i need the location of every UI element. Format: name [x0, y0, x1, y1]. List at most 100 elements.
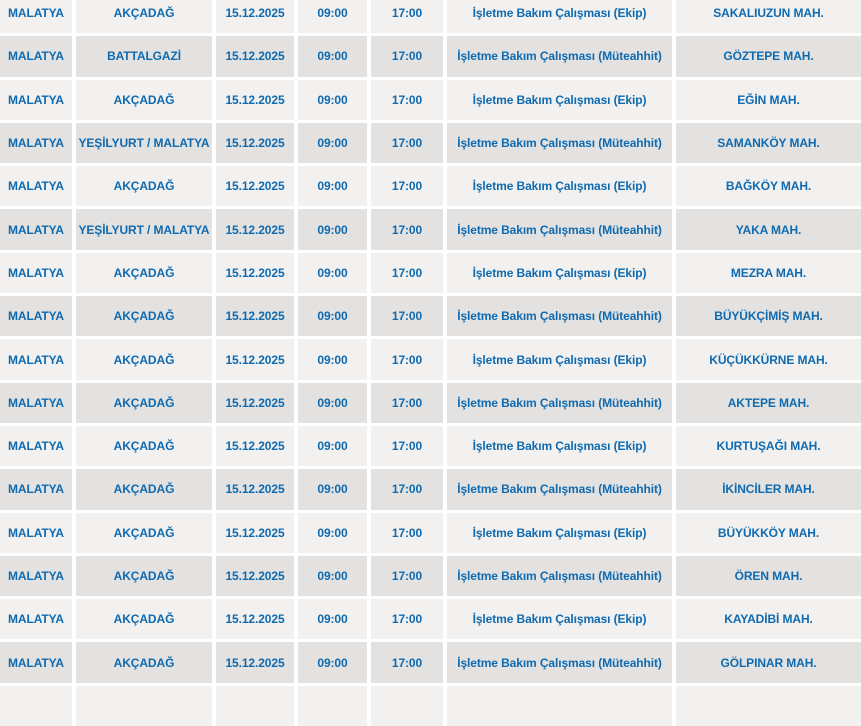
date-cell: 15.12.2025 — [212, 0, 294, 34]
end-time-cell: 17:00 — [367, 122, 443, 164]
date-cell: 15.12.2025 — [212, 209, 294, 250]
province-cell: MALATYA — [0, 469, 72, 510]
district-cell: AKÇADAĞ — [72, 166, 212, 207]
neighborhood-cell: BÜYÜKÇİMİŞ MAH. — [672, 296, 861, 337]
date-cell: 15.12.2025 — [212, 79, 294, 120]
end-time-cell: 17:00 — [367, 425, 443, 467]
table-row: MALATYA AKÇADAĞ 15.12.2025 09:00 17:00 İşletm… — [0, 596, 861, 640]
reason-cell: İşletme Bakım Çalışması (Müteahhit) — [443, 209, 672, 250]
province-cell: MALATYA — [0, 339, 72, 380]
start-time-cell: 09:00 — [294, 382, 367, 423]
reason-cell: İşletme Bakım Çalışması (Müteahhit) — [443, 469, 672, 510]
province-cell: MALATYA — [0, 209, 72, 250]
reason-cell: İşletme Bakım Çalışması (Müteahhit) — [443, 555, 672, 597]
province-cell: MALATYA — [0, 0, 72, 34]
reason-cell: İşletme Bakım Çalışması (Müteahhit) — [443, 122, 672, 164]
date-cell: 15.12.2025 — [212, 36, 294, 77]
date-cell: 15.12.2025 — [212, 122, 294, 164]
reason-cell: İşletme Bakım Çalışması (Ekip) — [443, 79, 672, 120]
end-time-cell: 17:00 — [367, 36, 443, 77]
province-cell: MALATYA — [0, 512, 72, 553]
start-time-cell: 09:00 — [294, 599, 367, 640]
date-cell: 15.12.2025 — [212, 512, 294, 553]
end-time-cell: 17:00 — [367, 166, 443, 207]
start-time-cell: 09:00 — [294, 642, 367, 683]
table-row: MALATYA AKÇADAĞ 15.12.2025 09:00 17:00 İşletm… — [0, 76, 861, 120]
neighborhood-cell: KÜÇÜKKÜRNE MAH. — [672, 339, 861, 380]
start-time-cell: 09:00 — [294, 36, 367, 77]
province-cell: MALATYA — [0, 79, 72, 120]
start-time-cell: 09:00 — [294, 555, 367, 597]
province-cell: MALATYA — [0, 555, 72, 597]
district-cell: YEŞİLYURT / MALATYA — [72, 209, 212, 250]
district-cell: AKÇADAĞ — [72, 252, 212, 294]
reason-cell: İşletme Bakım Çalışması (Ekip) — [443, 339, 672, 380]
end-time-cell: 17:00 — [367, 642, 443, 683]
neighborhood-cell: GÖZTEPE MAH. — [672, 36, 861, 77]
table-row: MALATYA AKÇADAĞ 15.12.2025 09:00 17:00 İşletm… — [0, 293, 861, 337]
table-row: MALATYA AKÇADAĞ 15.12.2025 09:00 17:00 İşletm… — [0, 0, 861, 34]
date-cell: 15.12.2025 — [212, 382, 294, 423]
date-cell: 15.12.2025 — [212, 469, 294, 510]
date-cell: 15.12.2025 — [212, 642, 294, 683]
district-cell: AKÇADAĞ — [72, 642, 212, 683]
end-time-cell: 17:00 — [367, 469, 443, 510]
end-time-cell: 17:00 — [367, 599, 443, 640]
district-cell: YEŞİLYURT / MALATYA — [72, 122, 212, 164]
district-cell — [72, 685, 212, 726]
table-row: MALATYA AKÇADAĞ 15.12.2025 09:00 17:00 İşletm… — [0, 163, 861, 207]
end-time-cell: 17:00 — [367, 252, 443, 294]
end-time-cell: 17:00 — [367, 0, 443, 34]
start-time-cell: 09:00 — [294, 339, 367, 380]
start-time-cell: 09:00 — [294, 122, 367, 164]
reason-cell: İşletme Bakım Çalışması (Müteahhit) — [443, 642, 672, 683]
district-cell: AKÇADAĞ — [72, 382, 212, 423]
start-time-cell: 09:00 — [294, 166, 367, 207]
table-row-partial — [0, 682, 861, 726]
neighborhood-cell: SAMANKÖY MAH. — [672, 122, 861, 164]
neighborhood-cell: AKTEPE MAH. — [672, 382, 861, 423]
province-cell: MALATYA — [0, 296, 72, 337]
reason-cell: İşletme Bakım Çalışması (Ekip) — [443, 252, 672, 294]
table-row: MALATYA YEŞİLYURT / MALATYA 15.12.2025 09:0… — [0, 206, 861, 250]
start-time-cell: 09:00 — [294, 79, 367, 120]
neighborhood-cell: GÖLPINAR MAH. — [672, 642, 861, 683]
province-cell — [0, 685, 72, 726]
date-cell — [212, 685, 294, 726]
table-row: MALATYA BATTALGAZİ 15.12.2025 09:00 17:00 İşl… — [0, 33, 861, 77]
start-time-cell: 09:00 — [294, 469, 367, 510]
end-time-cell: 17:00 — [367, 296, 443, 337]
end-time-cell: 17:00 — [367, 79, 443, 120]
district-cell: AKÇADAĞ — [72, 599, 212, 640]
neighborhood-cell: MEZRA MAH. — [672, 252, 861, 294]
end-time-cell: 17:00 — [367, 555, 443, 597]
neighborhood-cell: KURTUŞAĞI MAH. — [672, 425, 861, 467]
district-cell: AKÇADAĞ — [72, 79, 212, 120]
reason-cell: İşletme Bakım Çalışması (Müteahhit) — [443, 296, 672, 337]
reason-cell: İşletme Bakım Çalışması (Müteahhit) — [443, 382, 672, 423]
province-cell: MALATYA — [0, 166, 72, 207]
start-time-cell: 09:00 — [294, 512, 367, 553]
reason-cell: İşletme Bakım Çalışması (Müteahhit) — [443, 36, 672, 77]
date-cell: 15.12.2025 — [212, 166, 294, 207]
neighborhood-cell: İKİNCİLER MAH. — [672, 469, 861, 510]
date-cell: 15.12.2025 — [212, 296, 294, 337]
end-time-cell: 17:00 — [367, 339, 443, 380]
date-cell: 15.12.2025 — [212, 425, 294, 467]
province-cell: MALATYA — [0, 382, 72, 423]
reason-cell: İşletme Bakım Çalışması (Ekip) — [443, 599, 672, 640]
district-cell: AKÇADAĞ — [72, 555, 212, 597]
district-cell: AKÇADAĞ — [72, 339, 212, 380]
table-row: MALATYA AKÇADAĞ 15.12.2025 09:00 17:00 İşletm… — [0, 336, 861, 380]
table-row: MALATYA YEŞİLYURT / MALATYA 15.12.2025 09:0… — [0, 119, 861, 164]
reason-cell: İşletme Bakım Çalışması (Ekip) — [443, 512, 672, 553]
province-cell: MALATYA — [0, 599, 72, 640]
province-cell: MALATYA — [0, 122, 72, 164]
table-row: MALATYA AKÇADAĞ 15.12.2025 09:00 17:00 İşletm… — [0, 379, 861, 423]
province-cell: MALATYA — [0, 252, 72, 294]
date-cell: 15.12.2025 — [212, 252, 294, 294]
district-cell: AKÇADAĞ — [72, 0, 212, 34]
reason-cell: İşletme Bakım Çalışması (Ekip) — [443, 425, 672, 467]
table-row: MALATYA AKÇADAĞ 15.12.2025 09:00 17:00 İşletm… — [0, 249, 861, 294]
